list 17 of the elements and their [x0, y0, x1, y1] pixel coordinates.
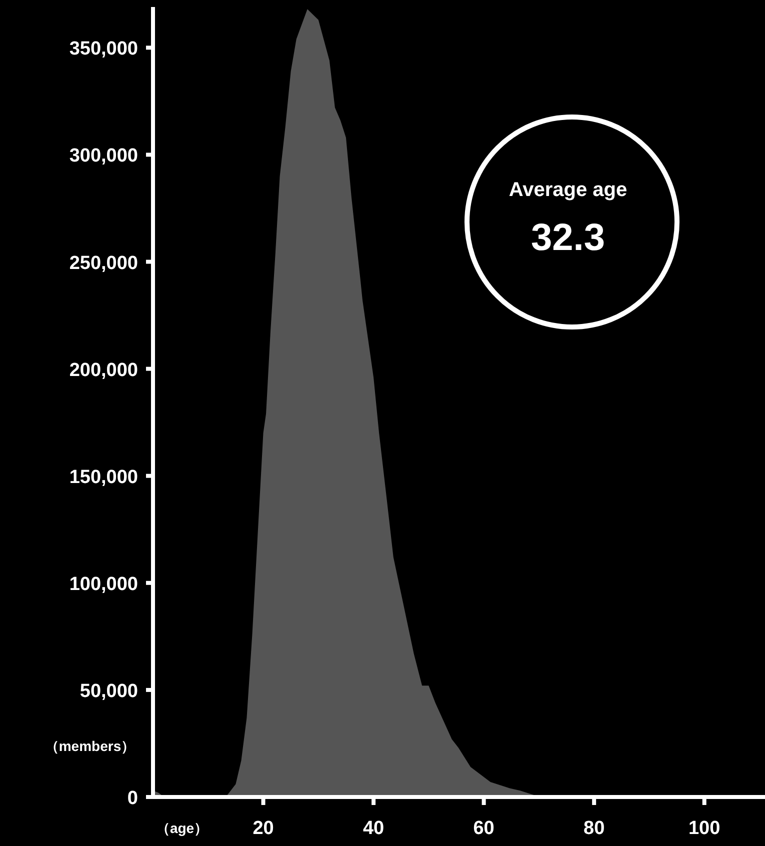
x-tick-label: 100 — [688, 818, 720, 839]
x-tick-label: 60 — [473, 818, 494, 839]
y-tick-label: 50,000 — [80, 680, 138, 702]
y-tick-label: 300,000 — [69, 146, 138, 167]
x-tick-label: 40 — [362, 818, 384, 839]
y-tick-label: 350,000 — [69, 38, 138, 60]
x-tick-label: 80 — [584, 818, 605, 839]
y-axis-title: （members） — [44, 738, 136, 754]
x-axis-title: （age） — [156, 820, 208, 836]
y-tick-label: 150,000 — [69, 466, 138, 488]
annotation: 32.3 — [531, 217, 605, 259]
y-tick-label: 200,000 — [69, 360, 138, 381]
y-tick-label: 0 — [127, 788, 138, 809]
y-tick-label: 250,000 — [69, 252, 138, 274]
y-tick-label: 100,000 — [69, 574, 138, 595]
annotation: Average age — [508, 179, 628, 201]
x-tick-label: 20 — [252, 818, 274, 839]
